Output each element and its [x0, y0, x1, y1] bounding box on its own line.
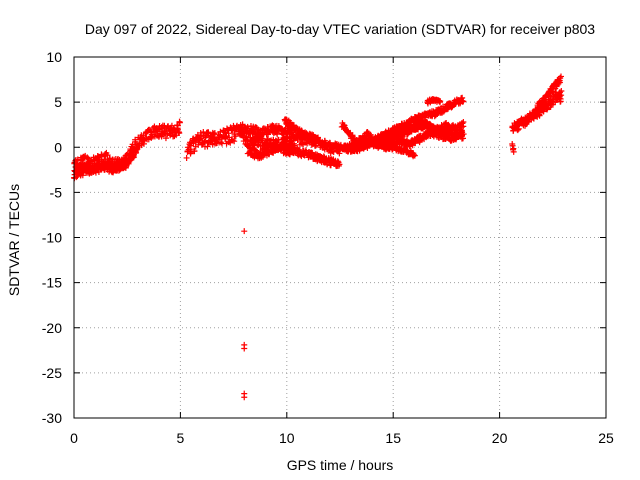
data-point — [524, 117, 531, 124]
data-point — [353, 140, 360, 147]
y-tick-label: -15 — [42, 275, 62, 291]
data-point — [336, 161, 343, 168]
x-tick-label: 10 — [279, 430, 295, 446]
data-point — [176, 130, 183, 137]
data-point — [133, 145, 140, 152]
data-point — [204, 143, 211, 150]
data-point — [539, 106, 546, 113]
data-point — [210, 130, 217, 137]
x-tick-label: 0 — [70, 430, 78, 446]
data-point — [191, 147, 198, 154]
data-point — [232, 133, 239, 140]
chart-title: Day 097 of 2022, Sidereal Day-to-day VTE… — [85, 21, 595, 37]
data-point — [313, 135, 320, 142]
y-tick-label: 10 — [46, 49, 62, 65]
x-tick-label: 25 — [598, 430, 614, 446]
y-tick-label: 0 — [54, 139, 62, 155]
data-point — [558, 87, 565, 94]
y-tick-label: -10 — [42, 230, 62, 246]
data-point — [557, 74, 564, 81]
data-point — [549, 88, 556, 95]
data-point — [544, 105, 551, 112]
y-axis-label: SDTVAR / TECUs — [6, 184, 22, 296]
data-point — [187, 146, 194, 153]
data-point — [217, 139, 224, 146]
y-tick-label: -30 — [42, 410, 62, 426]
data-point — [404, 147, 411, 154]
data-point — [437, 98, 444, 105]
data-point — [221, 129, 228, 136]
data-point — [244, 123, 251, 130]
data-point — [115, 167, 122, 174]
data-point — [460, 98, 467, 105]
y-tick-label: -5 — [50, 184, 63, 200]
data-point — [183, 154, 190, 161]
outlier-point — [241, 394, 248, 401]
data-point — [80, 153, 87, 160]
data-point — [211, 130, 218, 137]
data-point — [162, 135, 169, 142]
data-point — [104, 152, 111, 159]
data-point — [201, 138, 208, 145]
data-point — [447, 138, 454, 145]
x-tick-label: 5 — [177, 430, 185, 446]
x-axis-label: GPS time / hours — [287, 457, 394, 473]
data-point — [223, 133, 230, 140]
data-point — [558, 73, 565, 80]
data-point — [411, 151, 418, 158]
data-point — [98, 151, 105, 158]
data-point — [140, 140, 147, 147]
data-point — [205, 129, 212, 136]
data-point — [459, 94, 466, 101]
y-tick-label: -20 — [42, 320, 62, 336]
y-tick-label: -25 — [42, 365, 62, 381]
data-marks — [71, 73, 565, 401]
data-point — [231, 138, 238, 145]
data-point — [298, 128, 305, 135]
grid-layer — [74, 57, 606, 418]
data-point — [253, 147, 260, 154]
y-tick-label: 5 — [54, 94, 62, 110]
tick-labels: 0 5 10 15 20 25 -30 -25 -20 -15 -10 -5 0 5 10 — [42, 49, 614, 446]
x-tick-label: 20 — [492, 430, 508, 446]
data-point — [555, 78, 562, 85]
outlier-point — [241, 228, 248, 235]
data-point — [557, 98, 564, 105]
data-point — [460, 119, 467, 126]
data-point — [510, 148, 517, 155]
data-point — [411, 152, 418, 159]
data-point — [460, 135, 467, 142]
data-point — [340, 123, 347, 130]
x-tick-label: 15 — [385, 430, 401, 446]
data-point — [336, 150, 343, 157]
data-point — [176, 119, 183, 126]
data-point — [130, 154, 137, 161]
axis-ticks — [73, 56, 607, 419]
data-point — [254, 141, 261, 148]
outlier-point — [241, 345, 248, 352]
